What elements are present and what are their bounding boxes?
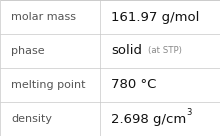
Text: (at STP): (at STP) [148, 47, 182, 55]
Text: 3: 3 [186, 108, 192, 117]
Text: phase: phase [11, 46, 45, 56]
Text: solid: solid [111, 44, 142, 58]
Text: 161.97 g/mol: 161.97 g/mol [111, 10, 200, 24]
Text: melting point: melting point [11, 80, 86, 90]
Text: 2.698 g/cm: 2.698 g/cm [111, 112, 186, 126]
Text: 780 °C: 780 °C [111, 78, 156, 92]
Text: molar mass: molar mass [11, 12, 76, 22]
Text: density: density [11, 114, 52, 124]
